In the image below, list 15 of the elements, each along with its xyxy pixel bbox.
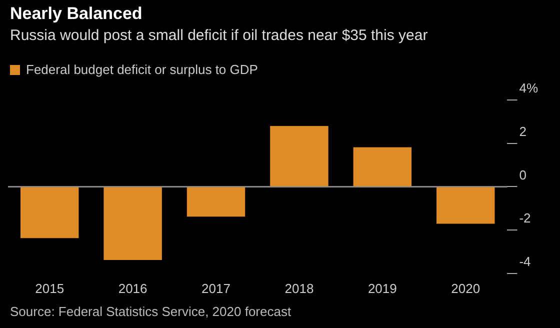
y-tick-label: -4 bbox=[519, 254, 531, 269]
y-tick-label: 4% bbox=[519, 80, 538, 96]
x-tick-label: 2015 bbox=[35, 280, 64, 296]
chart-title: Nearly Balanced bbox=[10, 4, 142, 24]
x-tick-label: 2019 bbox=[368, 280, 397, 296]
legend-label: Federal budget deficit or surplus to GDP bbox=[25, 62, 258, 77]
x-tick-label: 2017 bbox=[202, 280, 230, 296]
y-tick-label: 0 bbox=[519, 167, 526, 182]
x-tick-label: 2016 bbox=[118, 280, 148, 296]
y-tick-label: 2 bbox=[519, 124, 526, 139]
source-note: Source: Federal Statistics Service, 2020 forecast bbox=[10, 304, 292, 319]
chart-subtitle: Russia would post a small deficit if oil trades near $35 this year bbox=[10, 27, 428, 44]
x-tick-label: 2018 bbox=[284, 280, 314, 296]
y-tick-label: -2 bbox=[519, 210, 531, 226]
x-tick-label: 2020 bbox=[451, 280, 480, 296]
